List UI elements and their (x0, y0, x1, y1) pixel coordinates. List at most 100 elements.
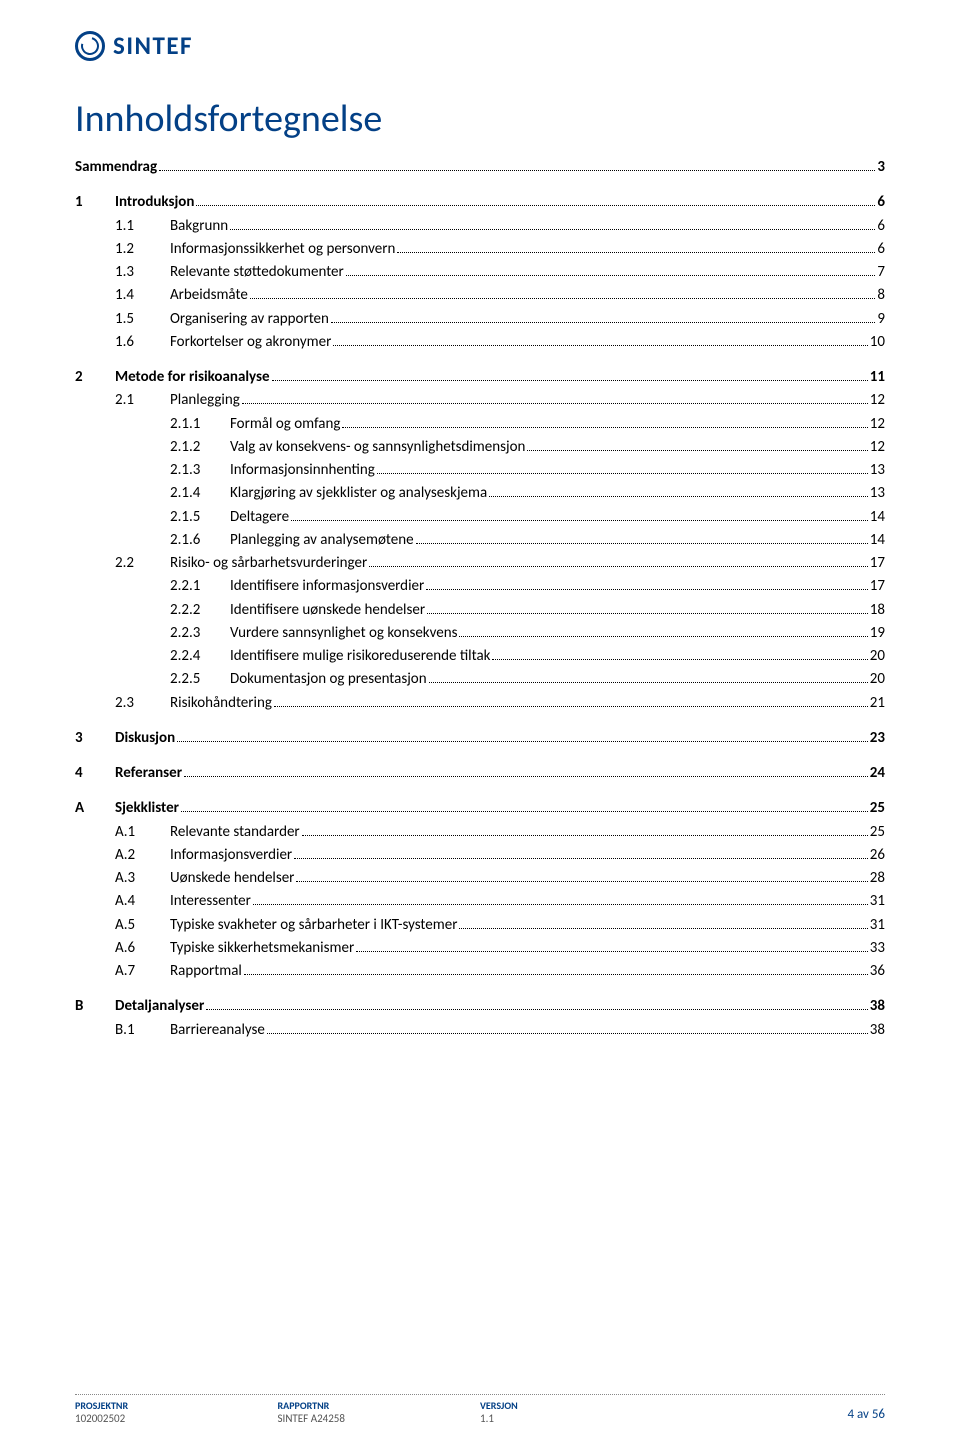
toc-entry-number: A.1 (115, 821, 170, 844)
footer-report-label: RAPPORTNR (278, 1399, 481, 1412)
toc-entry-text: Sjekklister (115, 799, 179, 817)
toc-entry[interactable]: A.3Uønskede hendelser 28 (75, 867, 885, 890)
toc-entry-page: 23 (870, 727, 885, 750)
toc-leader-dots (342, 427, 867, 428)
toc-entry-label: 2.1.6Planlegging av analysemøtene (170, 529, 414, 552)
toc-entry[interactable]: 2.2.5Dokumentasjon og presentasjon 20 (75, 668, 885, 691)
toc-leader-dots (427, 613, 868, 614)
toc-entry[interactable]: A.4Interessenter 31 (75, 890, 885, 913)
toc-entry-label: A.6Typiske sikkerhetsmekanismer (115, 937, 354, 960)
toc-entry[interactable]: 2.1.6Planlegging av analysemøtene 14 (75, 529, 885, 552)
toc-entry-text: Typiske sikkerhetsmekanismer (170, 939, 354, 957)
toc-entry[interactable]: 2.1Planlegging 12 (75, 389, 885, 412)
toc-entry-text: Identifisere mulige risikoreduserende ti… (230, 647, 490, 665)
toc-entry[interactable]: A.7Rapportmal 36 (75, 960, 885, 983)
toc-entry[interactable]: 2.1.5Deltagere 14 (75, 506, 885, 529)
toc-entry-page: 26 (870, 844, 885, 867)
toc-leader-dots (397, 252, 875, 253)
toc-entry-text: Arbeidsmåte (170, 286, 248, 304)
toc-entry[interactable]: 2.1.2Valg av konsekvens- og sannsynlighe… (75, 436, 885, 459)
toc-entry-number: B.1 (115, 1019, 170, 1042)
toc-entry[interactable]: 1.5Organisering av rapporten 9 (75, 308, 885, 331)
toc-entry[interactable]: 2.2.1Identifisere informasjonsverdier 17 (75, 575, 885, 598)
toc-entry[interactable]: 2.2Risiko- og sårbarhetsvurderinger 17 (75, 552, 885, 575)
toc-entry-number: A.3 (115, 867, 170, 890)
toc-leader-dots (377, 473, 868, 474)
toc-entry[interactable]: 2.1.3Informasjonsinnhenting 13 (75, 459, 885, 482)
toc-entry-page: 14 (870, 529, 885, 552)
toc-entry[interactable]: 3Diskusjon 23 (75, 727, 885, 750)
toc-leader-dots (267, 1033, 868, 1034)
toc-entry-number: 2 (75, 366, 115, 389)
toc-entry-text: Vurdere sannsynlighet og konsekvens (230, 624, 457, 642)
toc-leader-dots (242, 403, 868, 404)
toc-entry[interactable]: 1.6Forkortelser og akronymer 10 (75, 331, 885, 354)
toc-entry-text: Rapportmal (170, 962, 242, 980)
toc-leader-dots (294, 858, 868, 859)
toc-entry-label: ASjekklister (75, 797, 179, 820)
toc-entry-text: Introduksjon (115, 193, 194, 211)
toc-leader-dots (333, 345, 867, 346)
toc-entry-number: 2.1.3 (170, 459, 230, 482)
toc-entry[interactable]: ASjekklister 25 (75, 797, 885, 820)
toc-entry[interactable]: 1.3Relevante støttedokumenter 7 (75, 261, 885, 284)
toc-entry[interactable]: BDetaljanalyser 38 (75, 995, 885, 1018)
toc-entry-label: 2.1.2Valg av konsekvens- og sannsynlighe… (170, 436, 525, 459)
toc-leader-dots (356, 951, 868, 952)
toc-entry-number: 1 (75, 191, 115, 214)
toc-entry-page: 12 (870, 413, 885, 436)
toc-entry-number: 2.1 (115, 389, 170, 412)
toc-entry-label: 1.5Organisering av rapporten (115, 308, 329, 331)
toc-entry-page: 6 (877, 215, 885, 238)
toc-entry-text: Uønskede hendelser (170, 869, 294, 887)
toc-entry[interactable]: 2.2.4Identifisere mulige risikoreduseren… (75, 645, 885, 668)
toc-entry-page: 31 (870, 890, 885, 913)
toc-entry[interactable]: 2.3Risikohåndtering 21 (75, 692, 885, 715)
toc-entry[interactable]: 2.1.4Klargjøring av sjekklister og analy… (75, 482, 885, 505)
toc-entry[interactable]: A.2Informasjonsverdier 26 (75, 844, 885, 867)
toc-entry[interactable]: 4Referanser 24 (75, 762, 885, 785)
toc-leader-dots (416, 543, 868, 544)
toc-entry-number: 2.1.1 (170, 413, 230, 436)
toc-entry[interactable]: 1.4Arbeidsmåte 8 (75, 284, 885, 307)
toc-entry-label: A.7Rapportmal (115, 960, 242, 983)
toc-entry-number: A.5 (115, 914, 170, 937)
toc-entry[interactable]: 2.1.1Formål og omfang 12 (75, 413, 885, 436)
toc-leader-dots (181, 811, 868, 812)
footer-version-label: VERSJON (480, 1399, 683, 1412)
toc-entry-label: 1.4Arbeidsmåte (115, 284, 248, 307)
toc-entry-number: 2.1.6 (170, 529, 230, 552)
toc-entry-text: Typiske svakheter og sårbarheter i IKT-s… (170, 916, 457, 934)
footer-project-value: 102002502 (75, 1412, 278, 1425)
toc-entry-number: 1.1 (115, 215, 170, 238)
toc-entry-text: Planlegging av analysemøtene (230, 531, 414, 549)
logo-text: SINTEF (113, 30, 193, 61)
toc-entry-number: 2.3 (115, 692, 170, 715)
toc-entry[interactable]: A.5Typiske svakheter og sårbarheter i IK… (75, 914, 885, 937)
toc-entry-text: Relevante støttedokumenter (170, 263, 344, 281)
toc-entry-text: Klargjøring av sjekklister og analyseskj… (230, 484, 487, 502)
toc-entry[interactable]: 1.2Informasjonssikkerhet og personvern 6 (75, 238, 885, 261)
toc-entry-text: Metode for risikoanalyse (115, 368, 270, 386)
toc-leader-dots (272, 380, 868, 381)
toc-entry[interactable]: 1.1Bakgrunn 6 (75, 215, 885, 238)
toc-entry[interactable]: 2Metode for risikoanalyse 11 (75, 366, 885, 389)
toc-entry[interactable]: 2.2.3Vurdere sannsynlighet og konsekvens… (75, 622, 885, 645)
toc-entry[interactable]: A.6Typiske sikkerhetsmekanismer 33 (75, 937, 885, 960)
toc-leader-dots (184, 776, 868, 777)
toc-entry-text: Barriereanalyse (170, 1021, 265, 1039)
toc-entry[interactable]: 2.2.2Identifisere uønskede hendelser 18 (75, 599, 885, 622)
toc-entry-page: 8 (877, 284, 885, 307)
toc-entry-page: 20 (870, 645, 885, 668)
toc-entry-number: 2.1.2 (170, 436, 230, 459)
toc-entry-text: Relevante standarder (170, 823, 300, 841)
toc-entry[interactable]: 1Introduksjon 6 (75, 191, 885, 214)
footer-col-project: PROSJEKTNR 102002502 (75, 1399, 278, 1425)
toc-entry-number: A.2 (115, 844, 170, 867)
toc-entry-label: 4Referanser (75, 762, 182, 785)
toc-entry-text: Formål og omfang (230, 415, 340, 433)
logo-icon (75, 31, 105, 61)
toc-entry[interactable]: A.1Relevante standarder 25 (75, 821, 885, 844)
toc-entry[interactable]: B.1Barriereanalyse 38 (75, 1019, 885, 1042)
toc-entry[interactable]: Sammendrag 3 (75, 156, 885, 179)
